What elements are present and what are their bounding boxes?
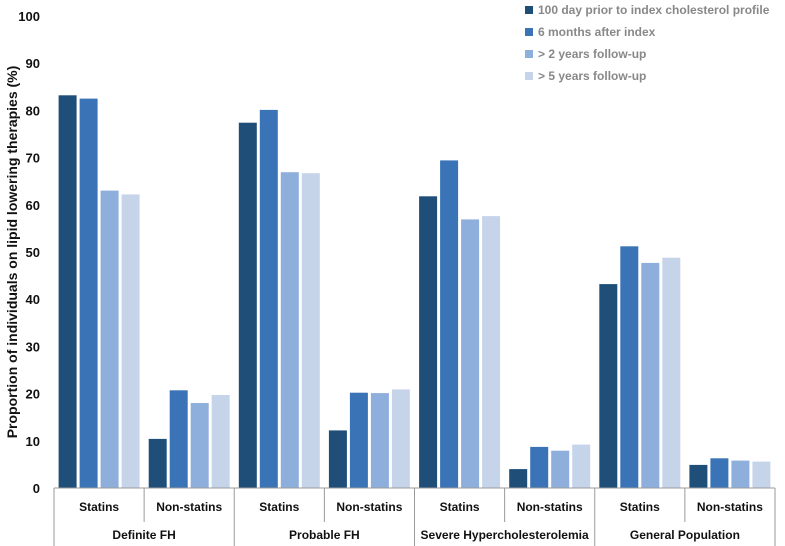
x-tick-label: Statins [620, 500, 660, 514]
bar [79, 98, 98, 488]
bar [280, 172, 299, 488]
bar [440, 160, 459, 488]
bar [190, 403, 209, 488]
legend-label: 100 day prior to index cholesterol profi… [538, 3, 770, 17]
bar [148, 438, 167, 488]
legend-swatch [525, 6, 533, 14]
y-tick-label: 0 [33, 481, 40, 496]
bar [169, 390, 188, 488]
y-tick-label: 10 [26, 434, 40, 449]
x-tick-label: Statins [440, 500, 480, 514]
group-label: Probable FH [289, 528, 360, 542]
y-tick-label: 80 [26, 103, 40, 118]
bar [58, 95, 77, 489]
bar [238, 122, 257, 488]
x-tick-label: Non-statins [336, 500, 402, 514]
legend-swatch [525, 28, 533, 36]
bar [419, 196, 438, 489]
x-tick-label: Non-statins [517, 500, 583, 514]
y-tick-label: 40 [26, 292, 40, 307]
bar [641, 262, 660, 488]
bar [599, 284, 618, 488]
x-tick-label: Statins [259, 500, 299, 514]
y-tick-label: 50 [26, 245, 40, 260]
bar [211, 395, 230, 488]
legend-swatch [525, 50, 533, 58]
x-tick-label: Non-statins [156, 500, 222, 514]
legend-label: > 5 years follow-up [538, 69, 646, 83]
y-tick-label: 70 [26, 151, 40, 166]
bar [731, 460, 750, 488]
legend-label: > 2 years follow-up [538, 47, 646, 61]
bar [509, 469, 528, 488]
bar [259, 109, 278, 489]
y-axis-label: Proportion of individuals on lipid lower… [4, 66, 20, 439]
bar [572, 444, 591, 488]
bar [752, 461, 771, 488]
bar [301, 173, 320, 488]
legend-label: 6 months after index [538, 25, 656, 39]
bar [349, 392, 368, 488]
bar [710, 458, 729, 488]
group-label: Severe Hypercholesterolemia [421, 528, 589, 542]
group-label: Definite FH [112, 528, 175, 542]
bar [482, 216, 501, 488]
y-tick-label: 20 [26, 387, 40, 402]
bar [370, 393, 389, 488]
x-tick-label: Statins [79, 500, 119, 514]
bar [662, 257, 681, 488]
y-tick-label: 90 [26, 56, 40, 71]
bar [121, 194, 140, 488]
bar [391, 389, 410, 488]
y-tick-label: 30 [26, 339, 40, 354]
bar [689, 464, 708, 488]
bar [100, 190, 119, 488]
y-tick-label: 100 [18, 9, 40, 24]
y-tick-label: 60 [26, 198, 40, 213]
x-tick-label: Non-statins [697, 500, 763, 514]
bar [461, 219, 480, 488]
bar [530, 446, 549, 488]
group-label: General Population [630, 528, 740, 542]
legend-swatch [525, 72, 533, 80]
bar [620, 246, 639, 488]
bar [328, 430, 347, 488]
bar [551, 450, 570, 488]
